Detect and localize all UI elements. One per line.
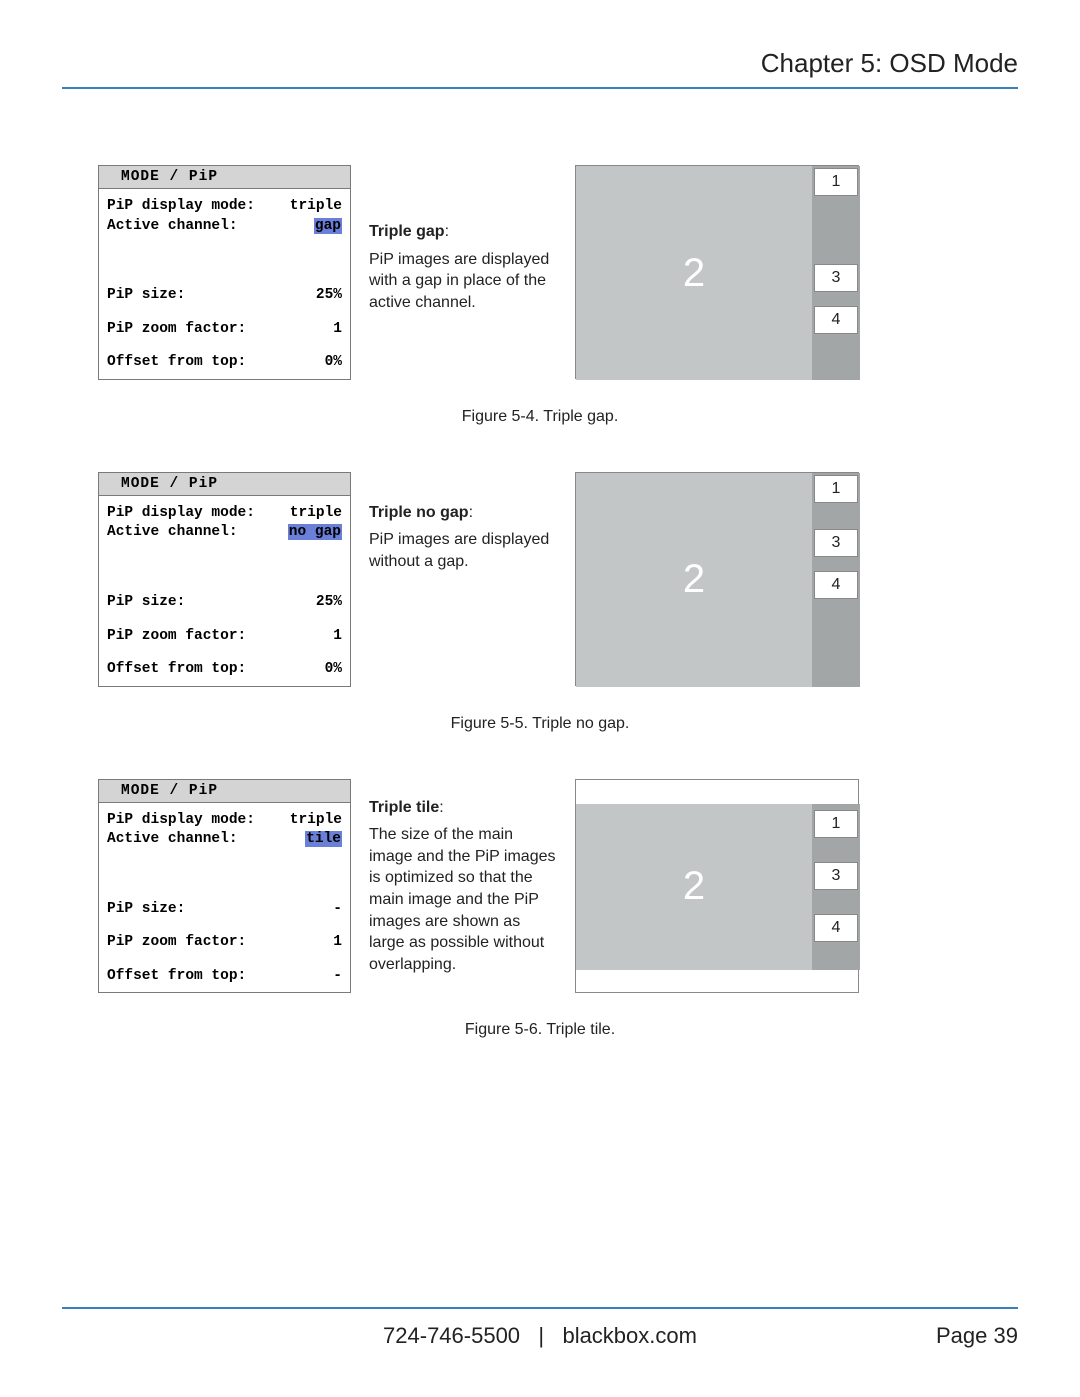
osd-label: Offset from top: bbox=[107, 660, 246, 680]
mode-description: Triple no gap:PiP images are displayed w… bbox=[369, 502, 557, 573]
figure-caption: Figure 5-4. Triple gap. bbox=[62, 408, 1018, 426]
osd-label: Offset from top: bbox=[107, 967, 246, 987]
diagram-cell: 3 bbox=[814, 264, 858, 292]
pip-diagram: 21 3 4 bbox=[575, 472, 859, 686]
footer-phone: 724-746-5500 bbox=[383, 1323, 520, 1348]
osd-label: Active channel: bbox=[107, 217, 238, 237]
chapter-title: Chapter 5: OSD Mode bbox=[62, 48, 1018, 89]
mode-title: Triple no gap bbox=[369, 504, 469, 521]
osd-row: PiP zoom factor: 1 bbox=[107, 627, 342, 647]
mode-description: Triple tile:The size of the main image a… bbox=[369, 797, 557, 976]
osd-value: 1 bbox=[333, 933, 342, 953]
mode-text: PiP images are displayed with a gap in p… bbox=[369, 249, 557, 314]
osd-row: PiP size: 25% bbox=[107, 593, 342, 613]
footer-site: blackbox.com bbox=[562, 1323, 697, 1348]
osd-row: PiP display mode: triple bbox=[107, 197, 342, 217]
pip-diagram: 21 3 4 bbox=[575, 165, 859, 379]
diagram-main: 2 bbox=[576, 166, 812, 380]
footer-page-label: Page bbox=[936, 1323, 987, 1348]
mode-description: Triple gap:PiP images are displayed with… bbox=[369, 221, 557, 313]
page-footer: 724-746-5500 | blackbox.com Page 39 bbox=[62, 1307, 1018, 1349]
osd-row: Offset from top: - bbox=[107, 967, 342, 987]
osd-label: PiP size: bbox=[107, 593, 185, 613]
footer-sep: | bbox=[538, 1323, 544, 1348]
osd-body: PiP display mode: triple Active channel: ga… bbox=[99, 189, 350, 379]
diagram-main: 2 bbox=[576, 804, 812, 970]
diagram-cell: 3 bbox=[814, 529, 858, 557]
osd-value: triple bbox=[290, 197, 342, 217]
osd-label: Active channel: bbox=[107, 523, 238, 543]
diagram-cell: 3 bbox=[814, 862, 858, 890]
diagram-cell: 4 bbox=[814, 306, 858, 334]
figure-caption: Figure 5-6. Triple tile. bbox=[62, 1021, 1018, 1039]
diagram-cell: 4 bbox=[814, 571, 858, 599]
osd-box: MODE / PiPPiP display mode:tripleActive … bbox=[98, 779, 351, 994]
osd-body: PiP display mode: triple Active channel: ti… bbox=[99, 803, 350, 993]
osd-label: PiP size: bbox=[107, 900, 185, 920]
pip-diagram: 21 3 4 bbox=[575, 779, 859, 993]
figure-section: MODE / PiPPiP display mode:tripleActive … bbox=[62, 165, 1018, 380]
osd-row: PiP zoom factor: 1 bbox=[107, 320, 342, 340]
osd-row: Active channel: gap bbox=[107, 217, 342, 237]
diagram-cell: 1 bbox=[814, 810, 858, 838]
osd-row: Offset from top: 0% bbox=[107, 353, 342, 373]
osd-label: PiP size: bbox=[107, 286, 185, 306]
figure-caption: Figure 5-5. Triple no gap. bbox=[62, 715, 1018, 733]
diagram-main: 2 bbox=[576, 473, 812, 687]
osd-body: PiP display mode: triple Active channel: no… bbox=[99, 496, 350, 686]
osd-value: tile bbox=[305, 830, 342, 850]
mode-title: Triple tile bbox=[369, 799, 439, 816]
osd-label: PiP zoom factor: bbox=[107, 933, 246, 953]
osd-row: Active channel: tile bbox=[107, 830, 342, 850]
osd-value: no gap bbox=[288, 523, 342, 543]
osd-value: gap bbox=[314, 217, 342, 237]
osd-value: 1 bbox=[333, 627, 342, 647]
diagram-cell: 4 bbox=[814, 914, 858, 942]
osd-row: PiP size: - bbox=[107, 900, 342, 920]
osd-label: PiP display mode: bbox=[107, 504, 255, 524]
osd-value: triple bbox=[290, 504, 342, 524]
osd-value: - bbox=[333, 967, 342, 987]
mode-title: Triple gap bbox=[369, 223, 445, 240]
osd-value: 1 bbox=[333, 320, 342, 340]
osd-box: MODE / PiPPiP display mode:tripleActive … bbox=[98, 165, 351, 380]
osd-label: Active channel: bbox=[107, 830, 238, 850]
osd-value-highlight: tile bbox=[305, 831, 342, 847]
osd-box: MODE / PiPPiP display mode:tripleActive … bbox=[98, 472, 351, 687]
osd-value: 0% bbox=[316, 353, 342, 373]
osd-label: PiP display mode: bbox=[107, 197, 255, 217]
figure-section: MODE / PiPPiP display mode:tripleActive … bbox=[62, 472, 1018, 687]
mode-text: PiP images are displayed without a gap. bbox=[369, 529, 557, 572]
osd-value-highlight: gap bbox=[314, 218, 342, 234]
osd-value-highlight: no gap bbox=[288, 524, 342, 540]
footer-page-num: 39 bbox=[994, 1323, 1018, 1348]
diagram-cell: 1 bbox=[814, 475, 858, 503]
osd-row: Active channel: no gap bbox=[107, 523, 342, 543]
osd-label: Offset from top: bbox=[107, 353, 246, 373]
osd-row: PiP zoom factor: 1 bbox=[107, 933, 342, 953]
osd-label: PiP zoom factor: bbox=[107, 627, 246, 647]
osd-row: PiP display mode: triple bbox=[107, 504, 342, 524]
osd-title: MODE / PiP bbox=[99, 780, 350, 803]
figure-section: MODE / PiPPiP display mode:tripleActive … bbox=[62, 779, 1018, 994]
osd-label: PiP zoom factor: bbox=[107, 320, 246, 340]
osd-value: 25% bbox=[316, 593, 342, 613]
osd-row: PiP size: 25% bbox=[107, 286, 342, 306]
osd-title: MODE / PiP bbox=[99, 166, 350, 189]
osd-row: PiP display mode: triple bbox=[107, 811, 342, 831]
osd-label: PiP display mode: bbox=[107, 811, 255, 831]
osd-value: triple bbox=[290, 811, 342, 831]
diagram-cell: 1 bbox=[814, 168, 858, 196]
osd-title: MODE / PiP bbox=[99, 473, 350, 496]
mode-text: The size of the main image and the PiP i… bbox=[369, 824, 557, 975]
osd-row: Offset from top: 0% bbox=[107, 660, 342, 680]
osd-value: - bbox=[333, 900, 342, 920]
osd-value: 25% bbox=[316, 286, 342, 306]
osd-value: 0% bbox=[316, 660, 342, 680]
